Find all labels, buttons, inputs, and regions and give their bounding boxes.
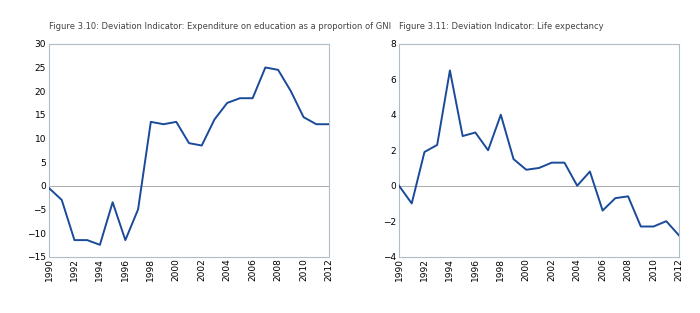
Text: Figure 3.11: Deviation Indicator: Life expectancy: Figure 3.11: Deviation Indicator: Life e… bbox=[399, 22, 603, 31]
Text: Figure 3.10: Deviation Indicator: Expenditure on education as a proportion of GN: Figure 3.10: Deviation Indicator: Expend… bbox=[49, 22, 391, 31]
